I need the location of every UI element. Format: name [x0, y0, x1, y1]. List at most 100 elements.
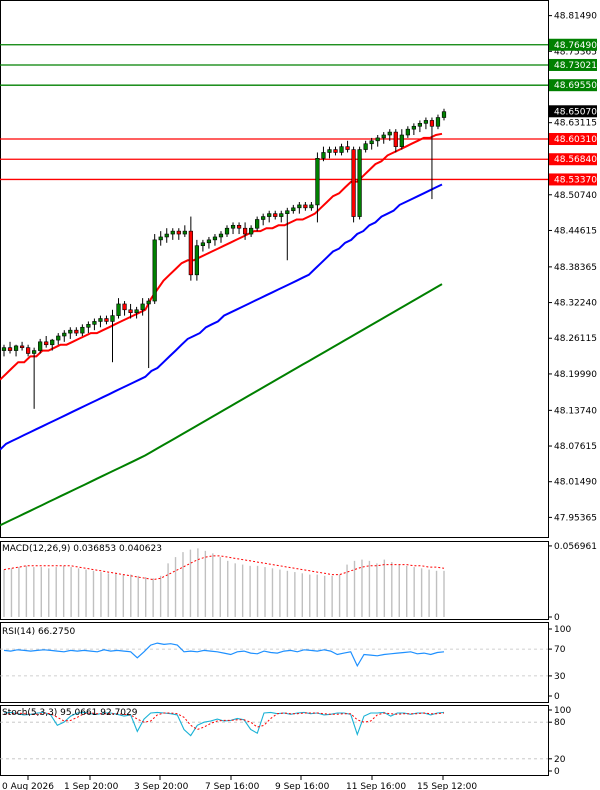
- candle-body: [224, 227, 230, 235]
- rsi-pane-frame: [0, 622, 549, 703]
- rsi-tick-label: 30: [554, 672, 566, 682]
- rsi-line: [3, 642, 445, 668]
- candle-body: [327, 149, 332, 153]
- level-label: 48.60310: [554, 135, 597, 145]
- candle-body: [140, 303, 145, 311]
- candle-body: [273, 213, 278, 217]
- moving-averages: [0, 132, 443, 527]
- rsi-tick-label: 70: [554, 645, 566, 655]
- candle-body: [387, 131, 392, 136]
- current-price-label: 48.65070: [554, 107, 597, 117]
- candle-body: [309, 204, 314, 209]
- price-tick-label: 48.19990: [554, 370, 597, 380]
- candle-body: [242, 227, 248, 235]
- candle-body: [68, 329, 73, 334]
- candle-body: [441, 111, 447, 118]
- candle-body: [7, 347, 13, 351]
- stoch-tick-label: 100: [554, 706, 571, 716]
- candle-body: [158, 236, 163, 241]
- candle-body: [321, 152, 326, 159]
- main-pane-frame: [0, 0, 549, 538]
- candle-body: [423, 120, 429, 124]
- rsi-tick-label: 0: [554, 692, 560, 702]
- candle-body: [62, 332, 67, 337]
- macd-signal-line: [3, 555, 445, 581]
- candle-body: [44, 341, 49, 346]
- candle-body: [381, 134, 386, 139]
- time-tick-label: 1 Sep 20:00: [64, 782, 119, 790]
- candle-body: [267, 213, 272, 217]
- candle-body: [122, 303, 127, 311]
- candle-body: [261, 216, 266, 220]
- level-tag: [549, 38, 597, 51]
- level-tag: [549, 79, 597, 92]
- candle-body: [188, 230, 193, 276]
- candle-body: [206, 239, 212, 244]
- rsi-tick-label: 100: [554, 625, 571, 635]
- price-tick-label: 48.13740: [554, 406, 597, 416]
- level-label: 48.56840: [554, 155, 597, 165]
- candle-body: [351, 149, 356, 217]
- candle-body: [19, 345, 25, 348]
- time-tick-label: 9 Sep 16:00: [275, 782, 330, 790]
- level-tag: [549, 58, 597, 71]
- candle-body: [363, 143, 368, 150]
- candle-body: [333, 149, 338, 153]
- candle-body: [110, 315, 115, 322]
- candle-body: [152, 239, 157, 302]
- candle-body: [236, 225, 242, 229]
- candle-body: [128, 309, 133, 313]
- stoch-pane: 100 80 20 0: [0, 706, 571, 777]
- level-tag: [549, 173, 597, 186]
- price-tick-label: 48.75365: [554, 47, 597, 57]
- ma-mid-line: [0, 183, 443, 451]
- level-tag: [549, 153, 597, 166]
- candle-body: [279, 213, 284, 217]
- candle-body: [218, 233, 224, 238]
- time-axis: 0 Aug 2026 1 Sep 20:00 3 Sep 20:00 7 Sep 16…: [2, 776, 477, 790]
- time-tick-label: 7 Sep 16:00: [205, 782, 260, 790]
- macd-pane-frame: [0, 541, 549, 620]
- price-levels: 48.76490 48.73021 48.69550 48.60310 48.56840…: [0, 38, 597, 186]
- candle-body: [405, 128, 410, 136]
- candle-body: [80, 326, 85, 334]
- level-label: 48.73021: [554, 61, 597, 71]
- candle-body: [170, 230, 175, 235]
- level-label: 48.69550: [554, 81, 597, 91]
- candle-body: [369, 140, 374, 145]
- candle-body: [375, 137, 380, 142]
- candles: [1, 108, 447, 409]
- macd-tick-label: 0: [554, 613, 560, 623]
- price-tick-label: 48.38365: [554, 263, 597, 273]
- candle-body: [116, 303, 121, 316]
- candle-body: [50, 339, 55, 346]
- candle-body: [56, 335, 61, 341]
- price-tick-label: 48.07615: [554, 442, 597, 452]
- stoch-tick-label: 20: [554, 755, 566, 765]
- candle-body: [303, 204, 308, 209]
- time-tick-label: 3 Sep 20:00: [134, 782, 189, 790]
- candle-body: [399, 134, 404, 147]
- rsi-pane: 100 70 30 0: [0, 625, 571, 702]
- macd-label: MACD(12,26,9) 0.036853 0.040623: [2, 544, 162, 554]
- candle-body: [345, 146, 350, 150]
- candle-body: [297, 204, 302, 209]
- candle-body: [339, 146, 344, 153]
- stoch-pane-frame: [0, 705, 549, 776]
- candle-body: [435, 117, 441, 127]
- candle-body: [357, 149, 362, 217]
- price-tick-label: 48.81490: [554, 12, 597, 22]
- candle-body: [429, 120, 435, 127]
- candle-body: [230, 225, 236, 229]
- macd-tick-label: 0.056961: [554, 542, 597, 552]
- stoch-d-line: [3, 712, 445, 731]
- candle-body: [200, 242, 206, 246]
- candle-body: [417, 123, 422, 127]
- candle-body: [285, 210, 290, 214]
- stoch-tick-label: 0: [554, 767, 560, 777]
- candle-body: [176, 230, 181, 235]
- macd-pane: 0.056961 0: [3, 542, 597, 623]
- level-tag: [549, 133, 597, 146]
- level-label: 48.76490: [554, 41, 597, 51]
- level-label: 48.53370: [554, 175, 597, 185]
